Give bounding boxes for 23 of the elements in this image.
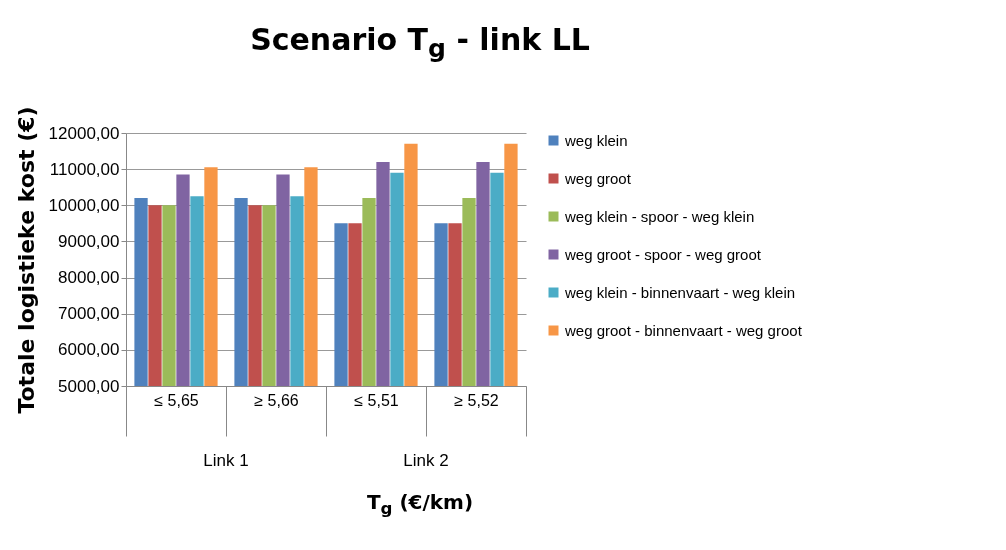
legend-label: weg groot - spoor - weg groot xyxy=(564,245,762,263)
legend-label: weg klein - binnenvaart - weg klein xyxy=(564,283,796,301)
legend-label: weg groot - binnenvaart - weg groot xyxy=(564,321,803,339)
x-tick-label: ≥ 5,52 xyxy=(454,391,499,409)
legend-label: weg groot xyxy=(564,169,632,187)
legend-label: weg klein - spoor - weg klein xyxy=(564,207,755,225)
x-tick-label: ≤ 5,51 xyxy=(354,391,399,409)
y-tick-label: 12000,00 xyxy=(48,123,120,143)
x-tick-label: ≥ 5,66 xyxy=(254,391,299,409)
y-tick-label: 7000,00 xyxy=(58,304,120,324)
text: Link 2 xyxy=(403,451,449,470)
chart-title: Scenario T$_{g}$ - link LL xyxy=(249,22,591,63)
y-axis-title: Totale logistieke kost (€) xyxy=(13,106,39,414)
text: Link 1 xyxy=(203,451,249,470)
legend-label: weg klein xyxy=(564,131,628,149)
x-axis-title: T$_{g}$ (€/km) xyxy=(365,490,475,518)
y-tick-label: 5000,00 xyxy=(58,376,120,396)
y-tick-label: 11000,00 xyxy=(49,159,120,179)
x-tick-label: ≤ 5,65 xyxy=(154,391,199,409)
y-tick-label: 8000,00 xyxy=(58,268,120,288)
y-tick-label: 10000,00 xyxy=(48,195,120,215)
y-tick-label: 9000,00 xyxy=(58,231,120,251)
y-tick-label: 6000,00 xyxy=(58,340,120,360)
